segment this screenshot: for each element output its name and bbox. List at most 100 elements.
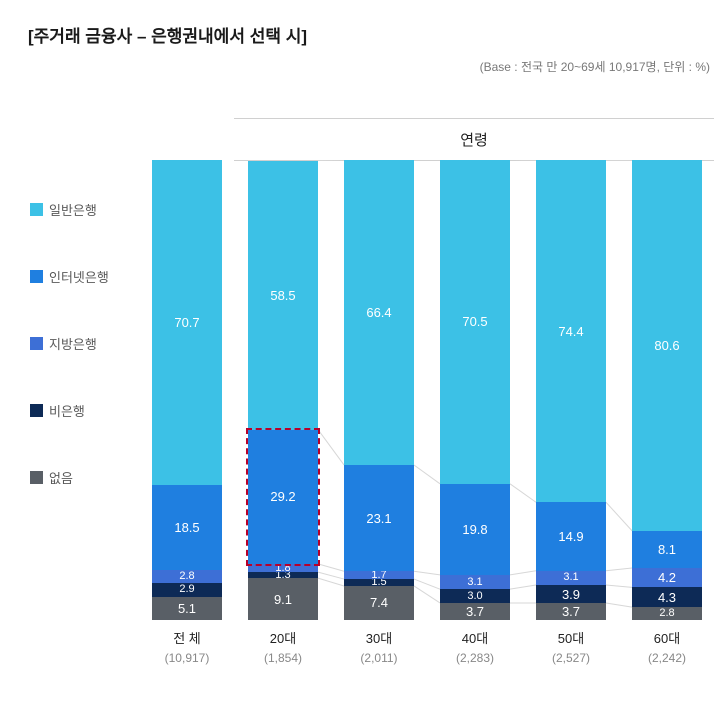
seg-nonbank-3: 3.0	[440, 589, 510, 603]
seg-general-3: 70.5	[440, 160, 510, 484]
legend: 일반은행인터넷은행지방은행비은행없음	[30, 200, 109, 487]
seg-label-none-0: 5.1	[178, 602, 196, 615]
chart-area: 5.12.92.818.570.79.11.31.829.258.57.41.5…	[140, 160, 710, 620]
group-header-age: 연령	[234, 118, 714, 161]
seg-internet-5: 8.1	[632, 531, 702, 568]
xlabel-text-2: 30대	[334, 628, 424, 647]
seg-none-1: 9.1	[248, 578, 318, 620]
seg-internet-0: 18.5	[152, 485, 222, 570]
chart-subtitle: (Base : 전국 만 20~69세 10,917명, 단위 : %)	[480, 58, 710, 75]
seg-label-general-0: 70.7	[174, 316, 199, 329]
seg-general-1: 58.5	[248, 161, 318, 430]
seg-nonbank-4: 3.9	[536, 585, 606, 603]
seg-none-3: 3.7	[440, 603, 510, 620]
legend-label-general: 일반은행	[49, 200, 97, 219]
seg-label-internet-3: 19.8	[462, 523, 487, 536]
seg-regional-0: 2.8	[152, 570, 222, 583]
legend-item-nonbank: 비은행	[30, 401, 109, 420]
xlabel-n-4: (2,527)	[526, 651, 616, 665]
xlabel-text-4: 50대	[526, 628, 616, 647]
legend-label-regional: 지방은행	[49, 334, 97, 353]
seg-nonbank-0: 2.9	[152, 583, 222, 596]
xlabel-n-1: (1,854)	[238, 651, 328, 665]
seg-none-0: 5.1	[152, 597, 222, 620]
seg-general-0: 70.7	[152, 160, 222, 485]
seg-regional-5: 4.2	[632, 568, 702, 587]
seg-nonbank-5: 4.3	[632, 587, 702, 607]
seg-label-regional-5: 4.2	[658, 571, 676, 584]
seg-label-internet-2: 23.1	[366, 512, 391, 525]
seg-label-general-4: 74.4	[558, 325, 583, 338]
seg-label-none-5: 2.8	[659, 608, 674, 619]
xlabel-n-3: (2,283)	[430, 651, 520, 665]
seg-internet-2: 23.1	[344, 465, 414, 571]
legend-item-none: 없음	[30, 468, 109, 487]
legend-label-none: 없음	[49, 468, 73, 487]
seg-label-general-2: 66.4	[366, 306, 391, 319]
seg-regional-3: 3.1	[440, 575, 510, 589]
seg-label-none-1: 9.1	[274, 593, 292, 606]
seg-label-general-3: 70.5	[462, 315, 487, 328]
xlabel-text-3: 40대	[430, 628, 520, 647]
legend-item-internet: 인터넷은행	[30, 267, 109, 286]
xlabel-0: 전 체 (10,917)	[142, 628, 232, 665]
seg-label-none-2: 7.4	[370, 596, 388, 609]
seg-label-internet-5: 8.1	[658, 543, 676, 556]
legend-label-internet: 인터넷은행	[49, 267, 109, 286]
seg-none-4: 3.7	[536, 603, 606, 620]
seg-none-5: 2.8	[632, 607, 702, 620]
bar-2: 7.41.51.723.166.4	[344, 160, 414, 620]
xlabel-5: 60대 (2,242)	[622, 628, 712, 665]
seg-label-internet-0: 18.5	[174, 521, 199, 534]
legend-label-nonbank: 비은행	[49, 401, 85, 420]
seg-label-internet-1: 29.2	[270, 490, 295, 503]
connector-lines	[140, 160, 710, 620]
seg-label-general-5: 80.6	[654, 339, 679, 352]
seg-general-5: 80.6	[632, 160, 702, 531]
xlabel-text-1: 20대	[238, 628, 328, 647]
seg-regional-1: 1.8	[248, 564, 318, 572]
seg-label-nonbank-3: 3.0	[467, 591, 482, 602]
seg-label-nonbank-0: 2.9	[179, 584, 194, 595]
seg-general-2: 66.4	[344, 160, 414, 465]
seg-label-regional-0: 2.8	[179, 571, 194, 582]
legend-swatch-nonbank	[30, 404, 43, 417]
xlabel-text-5: 60대	[622, 628, 712, 647]
seg-label-regional-3: 3.1	[467, 577, 482, 588]
seg-label-nonbank-4: 3.9	[562, 588, 580, 601]
xlabel-text-0: 전 체	[142, 628, 232, 647]
seg-general-4: 74.4	[536, 160, 606, 502]
bar-4: 3.7 3.9 3.1 14.9 74.4	[536, 160, 606, 620]
seg-label-none-4: 3.7	[562, 605, 580, 618]
bar-3: 3.7 3.0 3.1 19.8 70.5	[440, 160, 510, 620]
legend-item-regional: 지방은행	[30, 334, 109, 353]
legend-swatch-regional	[30, 337, 43, 350]
seg-label-regional-1: 1.8	[275, 563, 290, 574]
seg-label-internet-4: 14.9	[558, 530, 583, 543]
xlabel-1: 20대 (1,854)	[238, 628, 328, 665]
seg-none-2: 7.4	[344, 586, 414, 620]
seg-internet-3: 19.8	[440, 484, 510, 575]
seg-label-none-3: 3.7	[466, 605, 484, 618]
xlabel-n-5: (2,242)	[622, 651, 712, 665]
chart-title: [주거래 금융사 – 은행권내에서 선택 시]	[28, 22, 307, 47]
xlabel-n-0: (10,917)	[142, 651, 232, 665]
seg-regional-2: 1.7	[344, 571, 414, 579]
xlabel-3: 40대 (2,283)	[430, 628, 520, 665]
seg-internet-4: 14.9	[536, 502, 606, 571]
seg-internet-1: 29.2	[248, 430, 318, 564]
bar-5: 2.8 4.3 4.2 8.1 80.6	[632, 160, 702, 620]
seg-regional-4: 3.1	[536, 571, 606, 585]
legend-item-general: 일반은행	[30, 200, 109, 219]
bar-0: 5.1 2.9 2.8 18.5 70.7	[152, 160, 222, 620]
xlabel-2: 30대 (2,011)	[334, 628, 424, 665]
legend-swatch-general	[30, 203, 43, 216]
seg-label-regional-2: 1.7	[371, 570, 386, 581]
legend-swatch-none	[30, 471, 43, 484]
seg-label-regional-4: 3.1	[563, 572, 578, 583]
bar-1: 9.11.31.829.258.5	[248, 161, 318, 621]
seg-label-nonbank-5: 4.3	[658, 591, 676, 604]
seg-label-general-1: 58.5	[270, 289, 295, 302]
xlabel-n-2: (2,011)	[334, 651, 424, 665]
legend-swatch-internet	[30, 270, 43, 283]
